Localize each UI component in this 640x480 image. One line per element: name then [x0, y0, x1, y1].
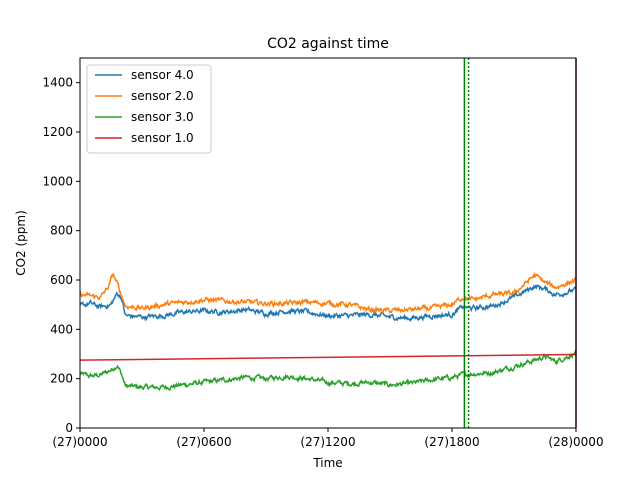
legend-label: sensor 3.0 [131, 110, 194, 124]
x-axis-ticks: (27)0000 (27)0600 (27)1200 (27)1800 (28)0000 [52, 428, 604, 449]
legend-label: sensor 1.0 [131, 131, 194, 145]
series-line-sensor-1-0 [80, 353, 576, 361]
y-axis-label: CO2 (ppm) [14, 210, 28, 276]
y-tick-label: 1000 [42, 174, 73, 188]
x-tick-label: (27)1800 [424, 435, 479, 449]
x-tick-label: (27)0000 [52, 435, 107, 449]
legend-label: sensor 2.0 [131, 89, 194, 103]
y-tick-label: 800 [50, 224, 73, 238]
x-axis-label: Time [312, 456, 342, 470]
y-tick-label: 200 [50, 372, 73, 386]
y-tick-label: 0 [65, 421, 73, 435]
y-tick-label: 400 [50, 322, 73, 336]
series-layer [80, 271, 576, 392]
legend: sensor 4.0 sensor 2.0 sensor 3.0 sensor 1.0 [86, 64, 212, 154]
series-line-sensor-2-0 [80, 271, 576, 315]
y-tick-label: 600 [50, 273, 73, 287]
chart-title: CO2 against time [267, 36, 389, 52]
y-tick-label: 1400 [42, 76, 73, 90]
legend-label: sensor 4.0 [131, 68, 194, 82]
series-line-sensor-4-0 [80, 284, 576, 323]
series-line-sensor-3-0 [80, 349, 576, 392]
legend-box [86, 64, 212, 154]
y-tick-label: 1200 [42, 125, 73, 139]
x-tick-label: (28)0000 [548, 435, 603, 449]
x-tick-label: (27)1200 [300, 435, 355, 449]
y-axis-ticks: 0 200 400 600 800 1000 1200 1400 [42, 76, 80, 435]
x-tick-label: (27)0600 [176, 435, 231, 449]
